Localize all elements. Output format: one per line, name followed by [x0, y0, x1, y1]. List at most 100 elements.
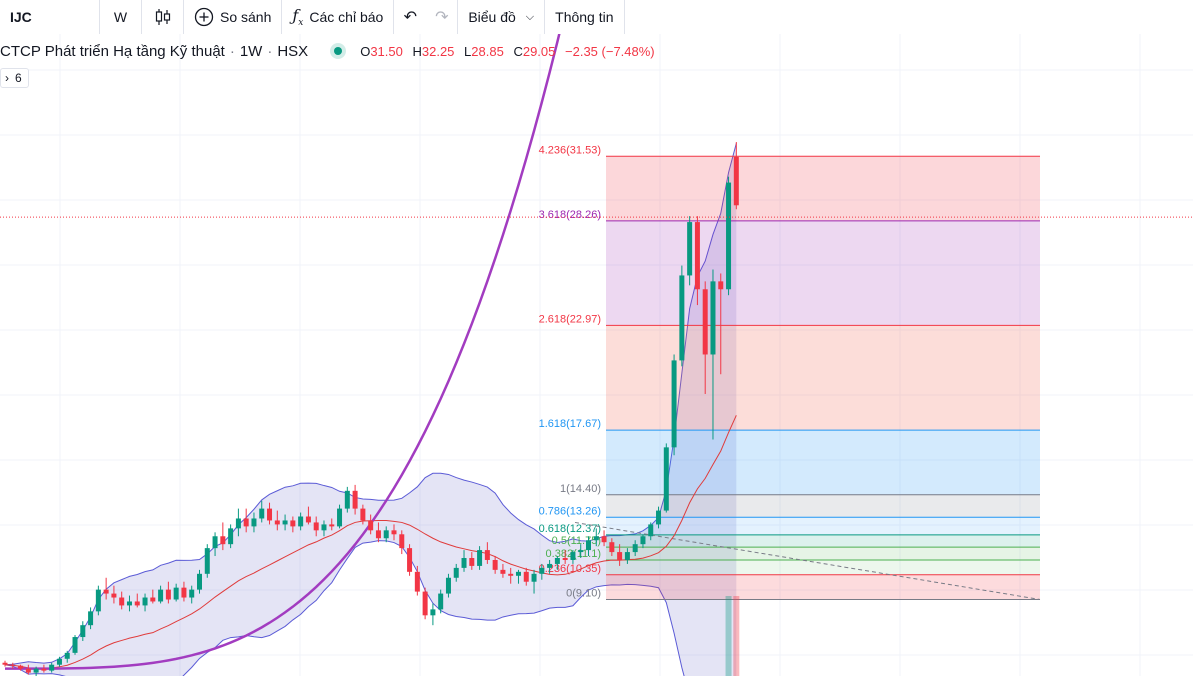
candle-body — [10, 664, 16, 666]
candle-body — [515, 571, 521, 576]
candle-body — [422, 591, 428, 616]
indicators-button[interactable]: ƒx Các chỉ báo — [282, 0, 395, 34]
candle — [477, 546, 483, 570]
candle-body — [539, 567, 545, 574]
fib-level-label: 1(14.40) — [560, 483, 601, 495]
candle — [251, 512, 257, 533]
candle-body — [313, 522, 319, 531]
candlestick-series — [2, 142, 739, 676]
candle-body — [663, 447, 669, 511]
market-status-dot[interactable] — [334, 47, 343, 55]
chevron-right-icon: › — [5, 71, 9, 85]
chart-type-label: Biểu đồ — [468, 9, 516, 25]
candle-body — [383, 530, 389, 539]
compare-button[interactable]: So sánh — [184, 0, 283, 34]
chart-type-menu[interactable]: Biểu đồ ⌵ — [458, 0, 546, 34]
candle-body — [391, 530, 397, 535]
candle — [733, 142, 739, 210]
candle-body — [453, 567, 459, 578]
candle-body — [80, 625, 86, 638]
candle — [360, 504, 366, 525]
candle — [593, 528, 599, 547]
candle-body — [204, 548, 210, 574]
candle — [111, 585, 117, 604]
candle — [445, 573, 451, 598]
interval-button[interactable]: W — [100, 0, 142, 34]
candle — [586, 536, 591, 557]
candle — [383, 526, 389, 543]
candle — [313, 516, 319, 537]
candle — [134, 593, 140, 608]
candle-body — [49, 664, 55, 671]
candle-body — [562, 558, 568, 560]
candle-body — [484, 550, 490, 560]
fib-level-label: 4.236(31.53) — [539, 144, 601, 156]
candle-body — [593, 536, 599, 541]
candle — [508, 567, 514, 584]
candle — [173, 583, 179, 602]
candle — [726, 176, 732, 296]
candle — [282, 514, 288, 531]
candle-body — [103, 589, 109, 594]
candle — [259, 500, 265, 523]
candle-body — [617, 552, 623, 560]
fib-level-label: 0.786(13.26) — [539, 505, 601, 517]
candle — [274, 510, 280, 531]
candle — [399, 530, 405, 555]
fib-zone — [606, 559, 1040, 575]
candle — [632, 540, 638, 557]
high-value: 32.25 — [421, 43, 455, 59]
fib-level-label: 0.618(12.37) — [539, 523, 601, 535]
candle — [539, 563, 545, 580]
candle-body — [368, 520, 374, 531]
candle-body — [64, 652, 70, 659]
candle — [337, 504, 343, 529]
candle — [453, 563, 459, 582]
candle — [119, 591, 125, 610]
candle-body — [197, 573, 202, 590]
candle — [212, 532, 218, 557]
symbol-search[interactable]: IJC — [0, 0, 100, 34]
fib-zone — [606, 534, 1040, 548]
chart-style-button[interactable] — [142, 0, 184, 34]
candle-body — [305, 516, 311, 523]
candle-body — [25, 668, 31, 673]
close-value: 29.05 — [522, 43, 556, 59]
candle — [484, 542, 490, 564]
fib-zone — [606, 494, 1040, 518]
candle-body — [632, 544, 638, 553]
fib-level-label: 0.5(11.75) — [552, 535, 601, 547]
candle — [663, 443, 669, 513]
redo-button[interactable]: ↷ — [426, 0, 459, 34]
candle — [515, 569, 521, 584]
legend-interval: 1W — [239, 42, 263, 60]
candle-body — [337, 508, 343, 527]
candle-body — [2, 662, 8, 665]
fib-zone — [606, 220, 1040, 326]
undo-button[interactable]: ↶ — [394, 0, 426, 34]
redo-icon: ↷ — [435, 9, 449, 26]
candle-body — [414, 571, 420, 592]
candle — [422, 587, 428, 620]
candle — [624, 548, 630, 564]
fx-icon: ƒx — [292, 5, 304, 29]
info-button[interactable]: Thông tin — [545, 0, 625, 34]
candle — [189, 585, 195, 604]
candles-icon — [155, 9, 170, 25]
candle-body — [134, 601, 140, 606]
candle-body — [228, 528, 234, 545]
fibonacci-extension: 4.236(31.53) 3.618(28.26) 2.618(22.97) 1.61… — [539, 144, 1041, 600]
candle-body — [648, 524, 654, 537]
candle-body — [438, 593, 444, 610]
candle-body — [165, 589, 171, 600]
indicators-collapse-button[interactable]: › 6 — [0, 68, 29, 88]
candle-body — [150, 597, 156, 602]
candle — [235, 508, 241, 537]
legend-exchange: HSX — [277, 42, 309, 60]
fib-level-label: 2.618(22.97) — [539, 313, 601, 325]
symbol-name: CTCP Phát triển Hạ tầng Kỹ thuật — [0, 42, 225, 60]
candle-body — [235, 518, 241, 529]
candle — [648, 522, 654, 541]
volume-bar — [733, 596, 740, 676]
